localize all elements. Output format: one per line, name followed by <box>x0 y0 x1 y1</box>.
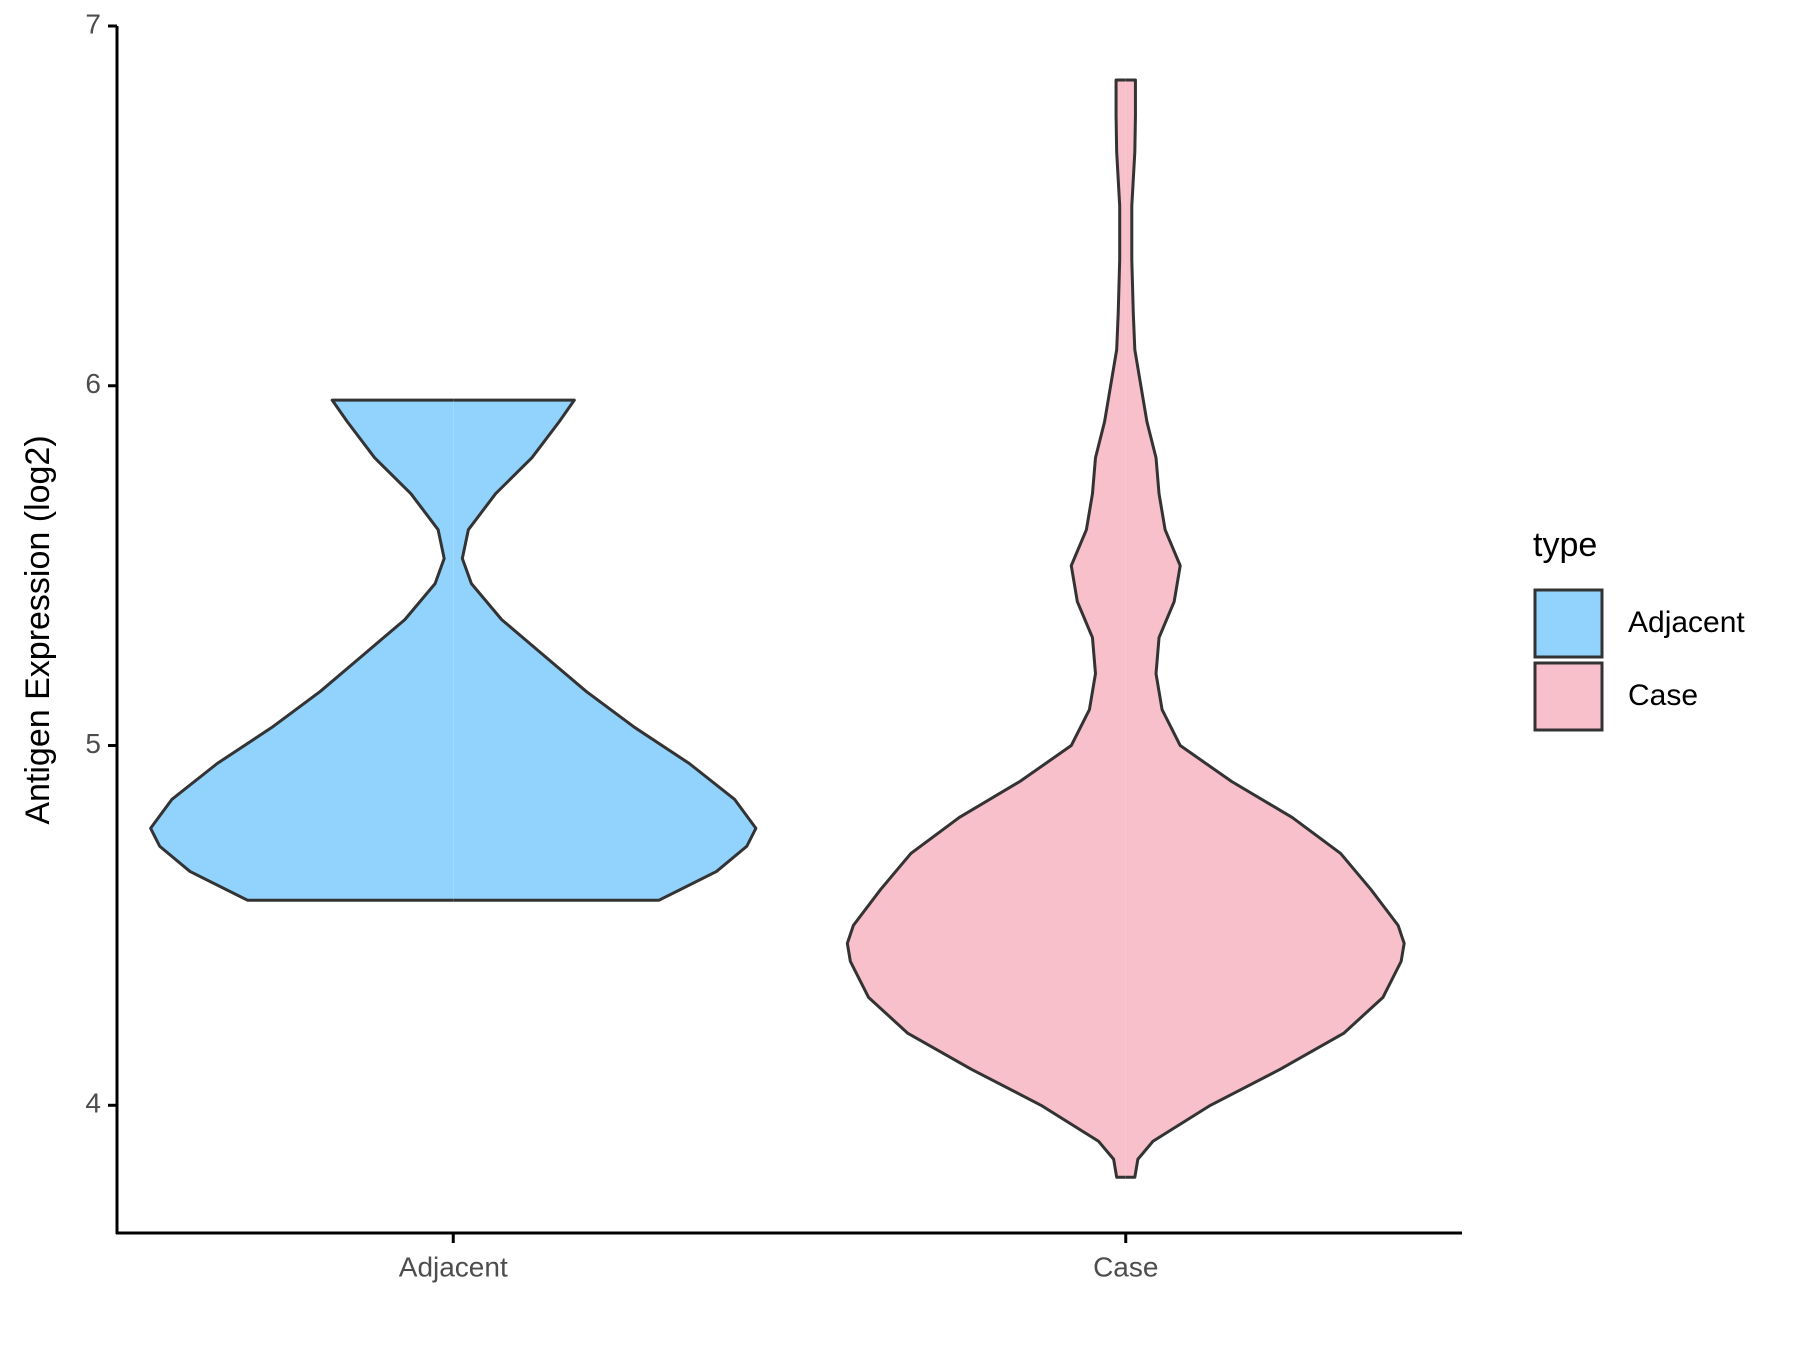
legend-label: Adjacent <box>1628 606 1745 639</box>
y-tick-label: 6 <box>85 368 101 399</box>
y-tick-label: 4 <box>85 1088 101 1119</box>
y-tick-label: 5 <box>85 728 101 759</box>
legend-label: Case <box>1628 679 1698 712</box>
x-tick-label: Adjacent <box>399 1251 508 1282</box>
violin-half <box>149 398 454 902</box>
y-axis-title: Antigen Expression (log2) <box>19 435 57 824</box>
x-tick-label: Case <box>1093 1251 1158 1282</box>
violin-half <box>453 398 758 902</box>
violin-half <box>845 78 1126 1179</box>
legend-key <box>1533 661 1604 732</box>
legend-title: type <box>1533 526 1597 564</box>
violin-half <box>1125 78 1406 1179</box>
legend-key <box>1533 588 1604 659</box>
y-tick-label: 7 <box>85 8 101 39</box>
